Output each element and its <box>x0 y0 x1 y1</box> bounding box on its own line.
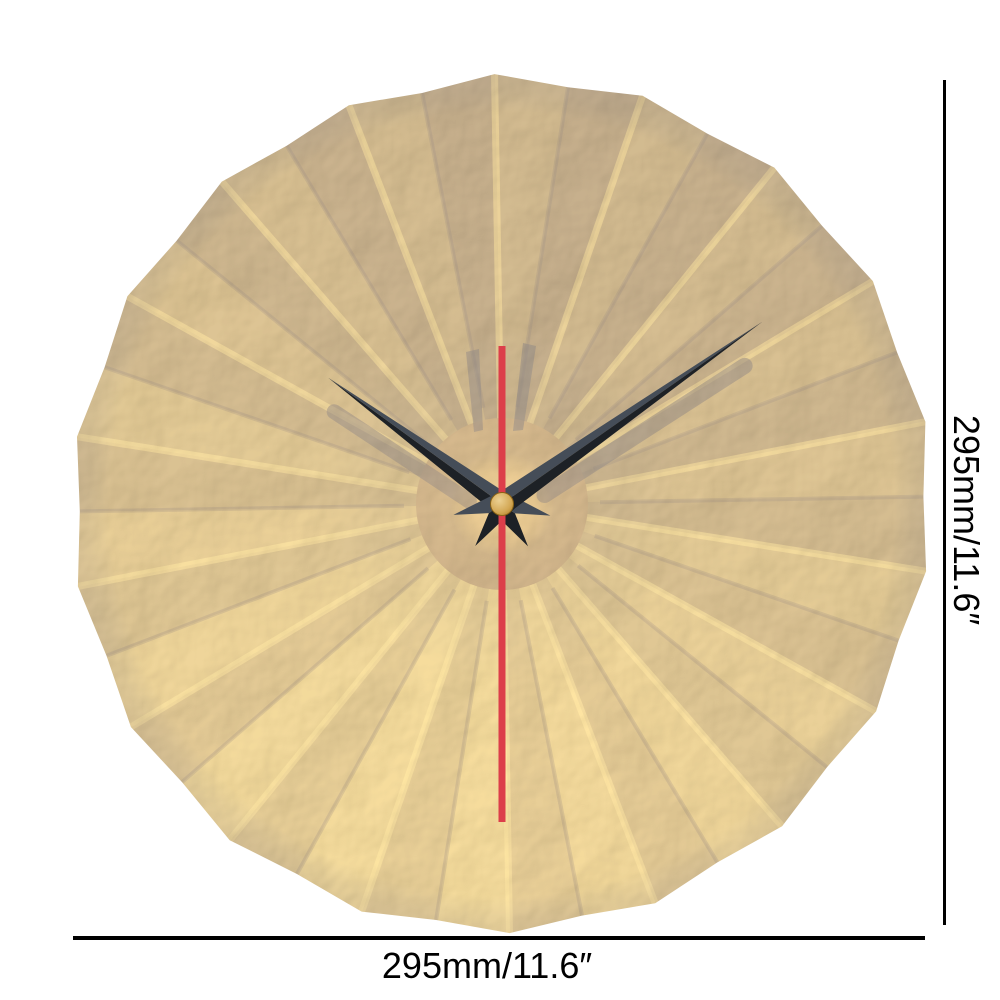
width-dimension-label: 295mm/11.6″ <box>381 945 593 986</box>
height-dimension-line <box>943 80 946 925</box>
width-dimension-line <box>73 936 925 940</box>
center-pin <box>490 492 514 516</box>
second-hand <box>498 346 506 822</box>
height-dimension-label: 295mm/11.6″ <box>946 414 987 626</box>
